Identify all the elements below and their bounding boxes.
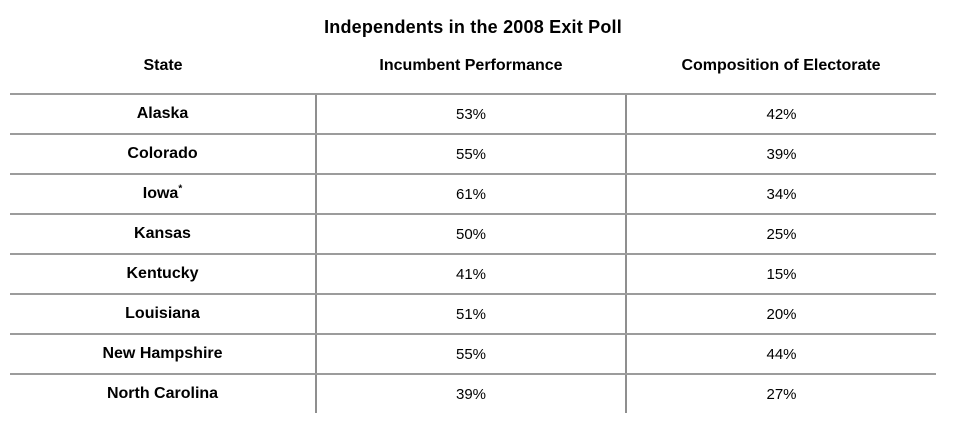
composition-of-electorate-cell: 44% <box>626 334 936 375</box>
exit-poll-table: State Incumbent Performance Composition … <box>10 38 936 413</box>
table-row: Colorado 55% 39% <box>10 134 936 175</box>
state-cell: Kentucky <box>10 254 317 295</box>
composition-of-electorate-cell: 25% <box>626 214 936 255</box>
composition-of-electorate-cell: 27% <box>766 385 797 403</box>
state-name: Alaska <box>136 105 189 122</box>
state-name: Kansas <box>134 225 191 242</box>
column-header-incumbent-performance: Incumbent Performance <box>316 38 626 95</box>
table-row: Alaska 53% 42% <box>10 94 936 135</box>
table-row: Kentucky 41% 15% <box>10 254 936 295</box>
table-row: New Hampshire 55% 44% <box>10 334 936 375</box>
composition-of-electorate-cell: 20% <box>626 294 936 335</box>
composition-of-electorate-cell: 39% <box>626 134 936 175</box>
table-body: Alaska 53% 42% Colorado 55% 39% Iowa* 61… <box>10 94 936 413</box>
state-name: New Hampshire <box>102 345 223 362</box>
table-header-row: State Incumbent Performance Composition … <box>10 38 936 95</box>
state-name: Kentucky <box>126 265 199 282</box>
incumbent-performance-cell: 53% <box>316 94 627 135</box>
state-name: North Carolina <box>106 385 219 402</box>
composition-of-electorate-cell: 15% <box>626 254 936 295</box>
incumbent-performance-cell: 61% <box>316 174 627 215</box>
state-cell: Kansas <box>10 214 317 255</box>
state-cell: Louisiana <box>10 294 317 335</box>
table-row: Iowa* 61% 34% <box>10 174 936 215</box>
incumbent-performance-cell: 55% <box>316 134 627 175</box>
state-cell: North Carolina <box>10 374 317 413</box>
state-cell: Iowa* <box>10 174 317 215</box>
page-title: Independents in the 2008 Exit Poll <box>324 17 622 37</box>
incumbent-performance-cell: 50% <box>316 214 627 255</box>
state-name: Iowa <box>142 185 179 202</box>
incumbent-performance-cell: 39% <box>316 374 627 413</box>
column-header-state: State <box>10 38 316 95</box>
composition-of-electorate-cell: 34% <box>626 174 936 215</box>
footnote-marker: * <box>178 183 183 195</box>
incumbent-performance-cell: 51% <box>316 294 627 335</box>
state-cell: Colorado <box>10 134 317 175</box>
state-name: Louisiana <box>125 305 200 322</box>
table-row: Louisiana 51% 20% <box>10 294 936 335</box>
state-cell: New Hampshire <box>10 334 317 375</box>
incumbent-performance-cell: 55% <box>316 334 627 375</box>
column-header-composition-of-electorate: Composition of Electorate <box>626 38 936 95</box>
incumbent-performance-cell: 41% <box>316 254 627 295</box>
table-row: North Carolina 39% 27% <box>10 374 936 413</box>
table-row: Kansas 50% 25% <box>10 214 936 255</box>
state-name: Colorado <box>127 145 198 162</box>
state-cell: Alaska <box>10 94 317 135</box>
composition-of-electorate-cell: 42% <box>626 94 936 135</box>
